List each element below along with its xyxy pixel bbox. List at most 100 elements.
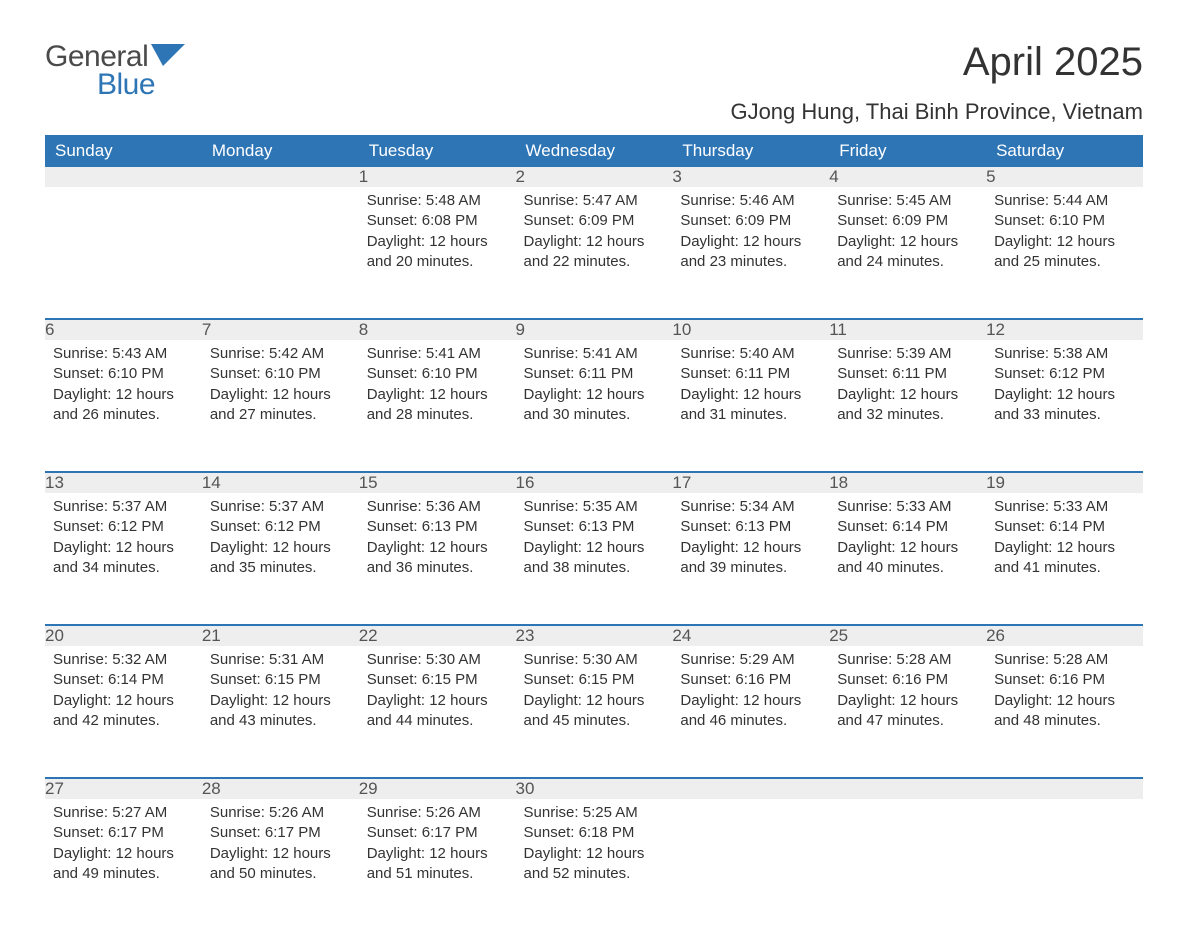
day-content: Sunrise: 5:41 AMSunset: 6:10 PMDaylight:… (359, 340, 516, 435)
day-d1: Daylight: 12 hours (367, 385, 508, 405)
day-content: Sunrise: 5:30 AMSunset: 6:15 PMDaylight:… (359, 646, 516, 741)
day-cell: Sunrise: 5:34 AMSunset: 6:13 PMDaylight:… (672, 493, 829, 625)
calendar-table: Sunday Monday Tuesday Wednesday Thursday… (45, 135, 1143, 931)
day-d2: and 52 minutes. (524, 864, 665, 884)
day-cell: Sunrise: 5:29 AMSunset: 6:16 PMDaylight:… (672, 646, 829, 778)
weekday-header-row: Sunday Monday Tuesday Wednesday Thursday… (45, 135, 1143, 167)
day-cell: Sunrise: 5:48 AMSunset: 6:08 PMDaylight:… (359, 187, 516, 319)
day-ss: Sunset: 6:08 PM (367, 211, 508, 231)
day-ss: Sunset: 6:14 PM (837, 517, 978, 537)
day-ss: Sunset: 6:17 PM (367, 823, 508, 843)
day-d2: and 38 minutes. (524, 558, 665, 578)
day-content: Sunrise: 5:38 AMSunset: 6:12 PMDaylight:… (986, 340, 1143, 435)
day-sr: Sunrise: 5:41 AM (524, 344, 665, 364)
day-ss: Sunset: 6:15 PM (367, 670, 508, 690)
day-ss: Sunset: 6:10 PM (367, 364, 508, 384)
day-d1: Daylight: 12 hours (994, 232, 1135, 252)
day-number: 8 (359, 319, 516, 340)
day-cell: Sunrise: 5:33 AMSunset: 6:14 PMDaylight:… (829, 493, 986, 625)
day-ss: Sunset: 6:10 PM (994, 211, 1135, 231)
day-d2: and 49 minutes. (53, 864, 194, 884)
day-d2: and 50 minutes. (210, 864, 351, 884)
day-ss: Sunset: 6:10 PM (210, 364, 351, 384)
day-number: 9 (516, 319, 673, 340)
day-sr: Sunrise: 5:41 AM (367, 344, 508, 364)
day-number: 12 (986, 319, 1143, 340)
weekday-thu: Thursday (672, 135, 829, 167)
day-sr: Sunrise: 5:29 AM (680, 650, 821, 670)
day-content: Sunrise: 5:48 AMSunset: 6:08 PMDaylight:… (359, 187, 516, 282)
day-content: Sunrise: 5:33 AMSunset: 6:14 PMDaylight:… (986, 493, 1143, 588)
week-numrow: 27282930 (45, 778, 1143, 799)
empty-day (45, 167, 202, 187)
logo: General Blue (45, 40, 185, 102)
day-sr: Sunrise: 5:33 AM (837, 497, 978, 517)
day-sr: Sunrise: 5:37 AM (210, 497, 351, 517)
day-d1: Daylight: 12 hours (994, 538, 1135, 558)
day-cell: Sunrise: 5:26 AMSunset: 6:17 PMDaylight:… (359, 799, 516, 931)
day-number: 15 (359, 472, 516, 493)
day-sr: Sunrise: 5:27 AM (53, 803, 194, 823)
day-cell: Sunrise: 5:26 AMSunset: 6:17 PMDaylight:… (202, 799, 359, 931)
day-content: Sunrise: 5:26 AMSunset: 6:17 PMDaylight:… (202, 799, 359, 894)
day-number: 29 (359, 778, 516, 799)
empty-day (986, 778, 1143, 799)
day-number: 24 (672, 625, 829, 646)
day-sr: Sunrise: 5:36 AM (367, 497, 508, 517)
week-numrow: 12345 (45, 167, 1143, 187)
day-cell: Sunrise: 5:42 AMSunset: 6:10 PMDaylight:… (202, 340, 359, 472)
day-ss: Sunset: 6:18 PM (524, 823, 665, 843)
empty-cell (829, 799, 986, 931)
day-cell: Sunrise: 5:47 AMSunset: 6:09 PMDaylight:… (516, 187, 673, 319)
day-cell: Sunrise: 5:41 AMSunset: 6:11 PMDaylight:… (516, 340, 673, 472)
day-cell: Sunrise: 5:33 AMSunset: 6:14 PMDaylight:… (986, 493, 1143, 625)
weekday-sat: Saturday (986, 135, 1143, 167)
day-content: Sunrise: 5:25 AMSunset: 6:18 PMDaylight:… (516, 799, 673, 894)
day-ss: Sunset: 6:17 PM (53, 823, 194, 843)
day-d1: Daylight: 12 hours (994, 691, 1135, 711)
day-ss: Sunset: 6:09 PM (524, 211, 665, 231)
day-d1: Daylight: 12 hours (524, 844, 665, 864)
day-number: 20 (45, 625, 202, 646)
day-d1: Daylight: 12 hours (210, 844, 351, 864)
day-sr: Sunrise: 5:26 AM (367, 803, 508, 823)
day-d1: Daylight: 12 hours (680, 232, 821, 252)
day-d1: Daylight: 12 hours (524, 385, 665, 405)
day-d2: and 23 minutes. (680, 252, 821, 272)
week-numrow: 20212223242526 (45, 625, 1143, 646)
day-cell: Sunrise: 5:39 AMSunset: 6:11 PMDaylight:… (829, 340, 986, 472)
day-cell: Sunrise: 5:27 AMSunset: 6:17 PMDaylight:… (45, 799, 202, 931)
day-sr: Sunrise: 5:46 AM (680, 191, 821, 211)
empty-cell (202, 187, 359, 319)
day-cell: Sunrise: 5:30 AMSunset: 6:15 PMDaylight:… (359, 646, 516, 778)
week-content-row: Sunrise: 5:27 AMSunset: 6:17 PMDaylight:… (45, 799, 1143, 931)
week-numrow: 13141516171819 (45, 472, 1143, 493)
day-cell: Sunrise: 5:40 AMSunset: 6:11 PMDaylight:… (672, 340, 829, 472)
day-content: Sunrise: 5:35 AMSunset: 6:13 PMDaylight:… (516, 493, 673, 588)
day-d2: and 51 minutes. (367, 864, 508, 884)
day-cell: Sunrise: 5:35 AMSunset: 6:13 PMDaylight:… (516, 493, 673, 625)
day-sr: Sunrise: 5:38 AM (994, 344, 1135, 364)
day-number: 22 (359, 625, 516, 646)
day-ss: Sunset: 6:10 PM (53, 364, 194, 384)
day-number: 7 (202, 319, 359, 340)
day-sr: Sunrise: 5:40 AM (680, 344, 821, 364)
week-content-row: Sunrise: 5:43 AMSunset: 6:10 PMDaylight:… (45, 340, 1143, 472)
weekday-fri: Friday (829, 135, 986, 167)
day-ss: Sunset: 6:12 PM (994, 364, 1135, 384)
day-d1: Daylight: 12 hours (53, 691, 194, 711)
day-d1: Daylight: 12 hours (680, 385, 821, 405)
day-sr: Sunrise: 5:35 AM (524, 497, 665, 517)
day-cell: Sunrise: 5:30 AMSunset: 6:15 PMDaylight:… (516, 646, 673, 778)
day-d1: Daylight: 12 hours (210, 691, 351, 711)
week-numrow: 6789101112 (45, 319, 1143, 340)
day-content: Sunrise: 5:37 AMSunset: 6:12 PMDaylight:… (45, 493, 202, 588)
day-d1: Daylight: 12 hours (524, 691, 665, 711)
day-content: Sunrise: 5:43 AMSunset: 6:10 PMDaylight:… (45, 340, 202, 435)
day-d1: Daylight: 12 hours (837, 538, 978, 558)
day-cell: Sunrise: 5:46 AMSunset: 6:09 PMDaylight:… (672, 187, 829, 319)
day-number: 17 (672, 472, 829, 493)
day-cell: Sunrise: 5:37 AMSunset: 6:12 PMDaylight:… (202, 493, 359, 625)
day-cell: Sunrise: 5:28 AMSunset: 6:16 PMDaylight:… (986, 646, 1143, 778)
day-sr: Sunrise: 5:43 AM (53, 344, 194, 364)
